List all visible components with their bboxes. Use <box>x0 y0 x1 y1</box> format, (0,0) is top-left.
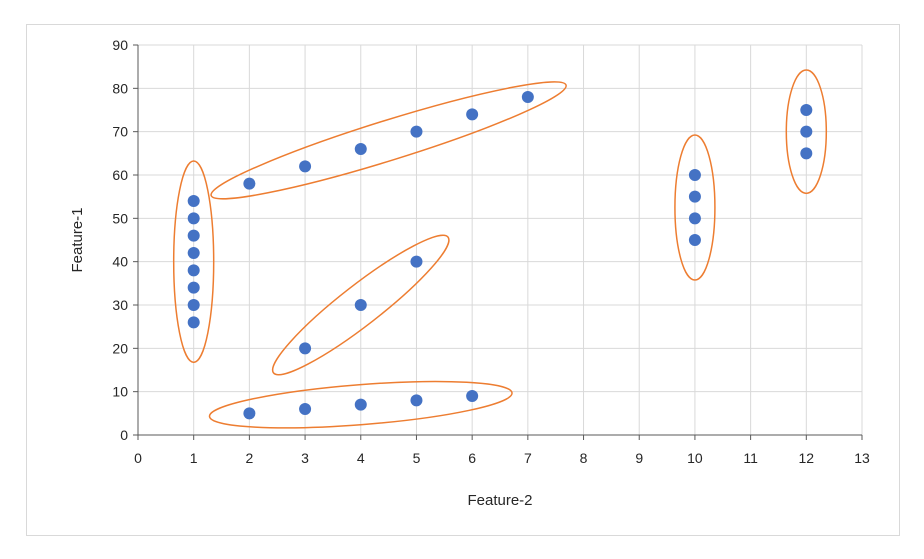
data-point <box>299 403 312 415</box>
cluster-ellipse <box>210 81 567 200</box>
x-tick-label: 7 <box>524 450 532 466</box>
cluster-outlines <box>172 69 828 429</box>
data-point <box>187 264 200 277</box>
x-tick-label: 13 <box>854 450 870 466</box>
data-point <box>800 147 813 160</box>
data-point <box>354 143 367 155</box>
gridlines <box>138 44 863 435</box>
x-tick-label: 2 <box>245 450 253 466</box>
y-tick-label: 50 <box>112 210 128 226</box>
data-point <box>187 195 200 207</box>
data-point <box>688 234 701 246</box>
data-point <box>187 247 200 259</box>
x-axis-title: Feature-2 <box>467 492 532 509</box>
x-tick-label: 4 <box>357 450 365 466</box>
data-point <box>521 91 534 103</box>
y-axis-title: Feature-1 <box>69 207 86 272</box>
data-point <box>187 281 200 294</box>
data-point <box>187 316 200 329</box>
y-tick-label: 10 <box>112 384 128 400</box>
data-point <box>243 177 256 190</box>
x-tick-label: 3 <box>301 450 309 466</box>
x-tick-label: 12 <box>799 450 815 466</box>
x-tick-label: 8 <box>580 450 588 466</box>
x-tick-label: 5 <box>413 450 421 466</box>
cluster-ellipse <box>208 380 513 429</box>
data-point <box>187 212 200 225</box>
data-point <box>410 255 423 268</box>
y-tick-label: 60 <box>112 167 128 183</box>
data-point <box>410 394 423 407</box>
data-point <box>410 125 423 138</box>
y-tick-label: 40 <box>112 254 128 270</box>
x-tick-label: 11 <box>743 450 758 466</box>
data-point <box>187 299 200 311</box>
x-tick-label: 9 <box>635 450 643 466</box>
data-point <box>354 398 367 411</box>
data-point <box>800 104 813 116</box>
data-point <box>187 229 200 242</box>
data-point <box>688 212 701 225</box>
data-point <box>800 125 813 138</box>
y-tick-label: 90 <box>112 37 128 53</box>
data-point <box>354 299 367 311</box>
cluster-ellipse <box>172 160 215 364</box>
data-point <box>466 390 479 402</box>
x-tick-label: 0 <box>134 450 142 466</box>
data-point <box>243 407 256 420</box>
data-points <box>187 91 813 420</box>
cluster-ellipse <box>271 234 450 376</box>
data-point <box>299 342 312 355</box>
y-tick-label: 30 <box>112 297 128 313</box>
cluster-ellipse <box>785 69 828 195</box>
x-tick-label: 1 <box>190 450 198 466</box>
data-point <box>299 160 312 173</box>
cluster-ellipse <box>674 134 716 281</box>
data-point <box>688 190 701 203</box>
x-tick-label: 10 <box>687 450 703 466</box>
y-tick-label: 20 <box>112 340 128 356</box>
axes <box>133 44 863 440</box>
x-tick-label: 6 <box>468 450 476 466</box>
y-tick-label: 80 <box>112 80 128 96</box>
data-point <box>466 108 479 121</box>
data-point <box>688 169 701 181</box>
y-tick-label: 70 <box>112 124 128 140</box>
y-tick-label: 0 <box>120 427 128 443</box>
chart-frame <box>26 24 900 536</box>
